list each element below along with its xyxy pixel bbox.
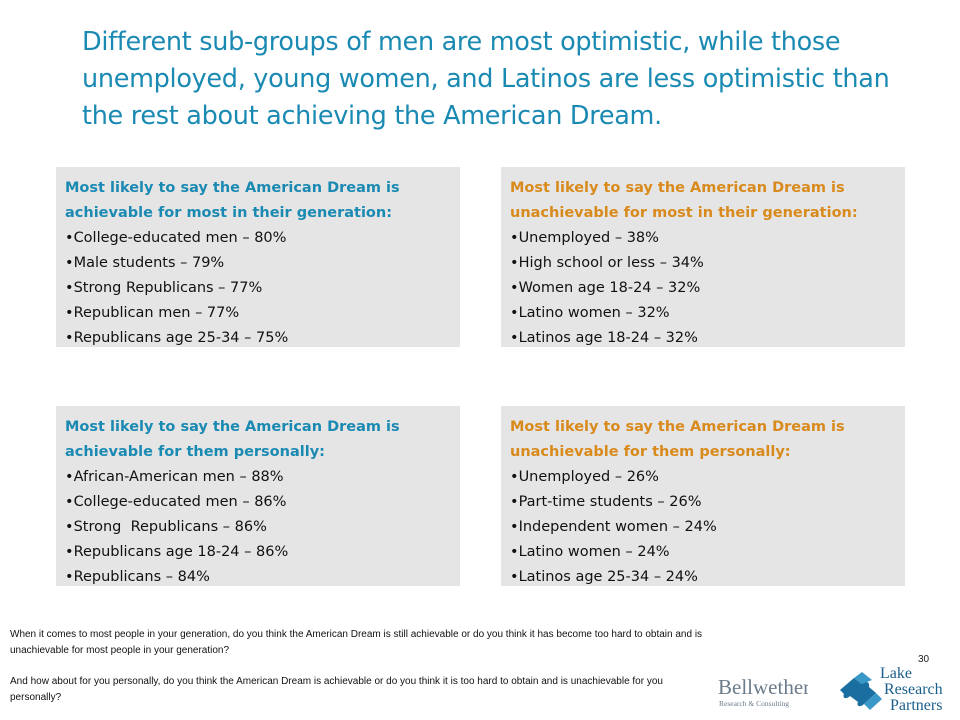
bellwether-logo-sub: Research & Consulting (719, 699, 789, 708)
bullet-icon: • (65, 305, 74, 321)
bellwether-logo: Bellwether Research & Consulting (718, 675, 808, 708)
list-item: •Unemployed – 38% (510, 226, 897, 251)
bullet-icon: • (65, 569, 74, 585)
list-item: •Latinos age 18-24 – 32% (510, 326, 897, 351)
puzzle-piece-icon (840, 672, 882, 710)
bullet-icon: • (510, 469, 519, 485)
page-number: 30 (918, 654, 930, 665)
list-item: •Independent women – 24% (510, 515, 897, 540)
bullet-icon: • (510, 494, 519, 510)
box-heading: Most likely to say the American Dream is… (65, 180, 400, 221)
list-item: •Unemployed – 26% (510, 465, 897, 490)
list-item: •Latino women – 32% (510, 301, 897, 326)
item-list: •African-American men – 88% •College-edu… (65, 465, 452, 590)
bullet-icon: • (65, 230, 74, 246)
list-item: •College-educated men – 80% (65, 226, 452, 251)
item-list: •College-educated men – 80% •Male studen… (65, 226, 452, 351)
list-item: •Latino women – 24% (510, 540, 897, 565)
list-item: •Republicans age 25-34 – 75% (65, 326, 452, 351)
list-item: •Republican men – 77% (65, 301, 452, 326)
lake-logo-line2: Research (884, 681, 943, 698)
personal-unachievable-box: Most likely to say the American Dream is… (501, 406, 905, 586)
list-item: •Women age 18-24 – 32% (510, 276, 897, 301)
lake-logo-line3: Partners (890, 697, 942, 714)
list-item: •Republicans – 84% (65, 565, 452, 590)
box-heading: Most likely to say the American Dream is… (510, 419, 845, 460)
list-item: •Republicans age 18-24 – 86% (65, 540, 452, 565)
box-heading: Most likely to say the American Dream is… (510, 180, 858, 221)
list-item: •Latinos age 25-34 – 24% (510, 565, 897, 590)
bullet-icon: • (65, 519, 74, 535)
bullet-icon: • (510, 519, 519, 535)
bellwether-logo-name: Bellwether (718, 675, 808, 699)
bullet-icon: • (510, 230, 519, 246)
list-item: •African-American men – 88% (65, 465, 452, 490)
item-list: •Unemployed – 26% •Part-time students – … (510, 465, 897, 590)
bullet-icon: • (510, 569, 519, 585)
lake-research-partners-logo: Lake Research Partners (840, 665, 943, 714)
list-item: •Male students – 79% (65, 251, 452, 276)
footnote-question-personal: And how about for you personally, do you… (10, 676, 663, 703)
item-list: •Unemployed – 38% •High school or less –… (510, 226, 897, 351)
list-item: •College-educated men – 86% (65, 490, 452, 515)
list-item: •Part-time students – 26% (510, 490, 897, 515)
list-item: •High school or less – 34% (510, 251, 897, 276)
bullet-icon: • (65, 255, 74, 271)
bullet-icon: • (65, 469, 74, 485)
bullet-icon: • (510, 280, 519, 296)
bullet-icon: • (65, 544, 74, 560)
footnote-question-generation: When it comes to most people in your gen… (10, 629, 703, 656)
generation-unachievable-box: Most likely to say the American Dream is… (501, 167, 905, 347)
bullet-icon: • (510, 255, 519, 271)
bullet-icon: • (65, 280, 74, 296)
box-heading: Most likely to say the American Dream is… (65, 419, 400, 460)
question-footnote: When it comes to most people in your gen… (10, 627, 710, 720)
generation-achievable-box: Most likely to say the American Dream is… (56, 167, 460, 347)
bullet-icon: • (510, 330, 519, 346)
list-item: •Strong Republicans – 77% (65, 276, 452, 301)
bullet-icon: • (65, 330, 74, 346)
lake-logo-line1: Lake (880, 665, 912, 682)
list-item: •Strong Republicans – 86% (65, 515, 452, 540)
bullet-icon: • (510, 544, 519, 560)
bullet-icon: • (510, 305, 519, 321)
slide-title: Different sub-groups of men are most opt… (82, 27, 890, 131)
personal-achievable-box: Most likely to say the American Dream is… (56, 406, 460, 586)
bullet-icon: • (65, 494, 74, 510)
